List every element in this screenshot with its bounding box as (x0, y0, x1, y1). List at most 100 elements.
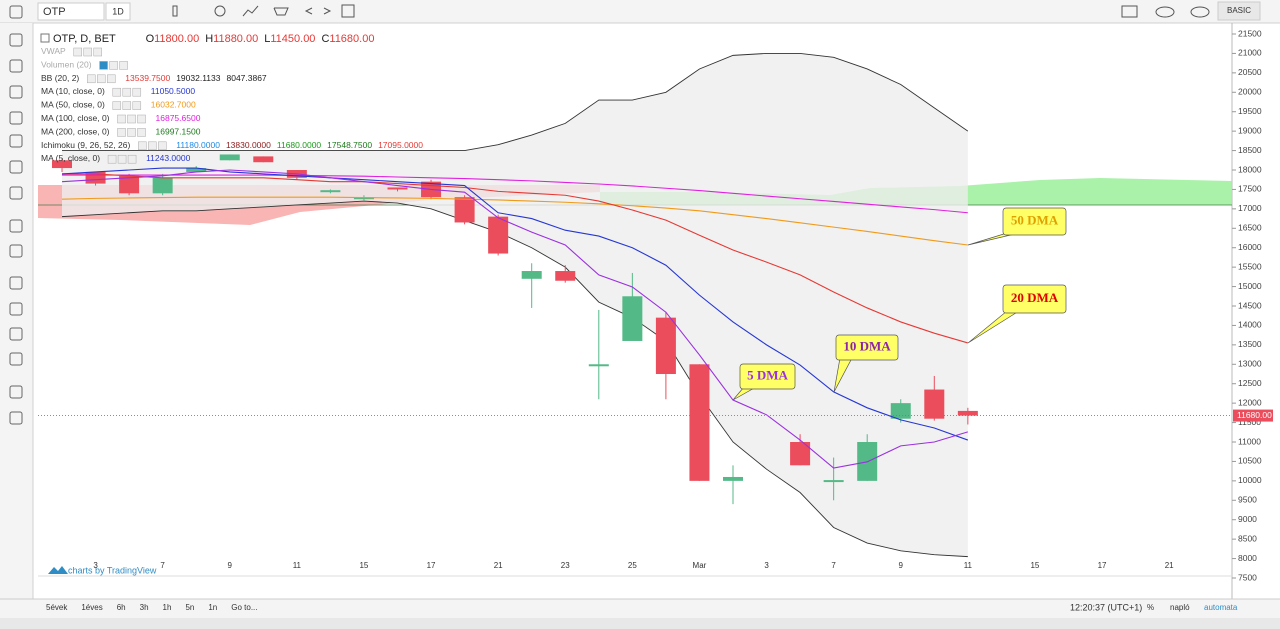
legend-button[interactable] (109, 61, 118, 70)
legend-button[interactable] (93, 47, 102, 57)
legend-button[interactable] (99, 61, 108, 70)
window-bottom (0, 618, 1280, 629)
legend-button[interactable] (122, 87, 132, 97)
legend-button[interactable] (119, 61, 128, 70)
candle-body (253, 156, 274, 163)
indicator-legend: MA (5, close, 0) (41, 153, 100, 163)
candle-body (521, 271, 542, 279)
legend-button[interactable] (97, 74, 106, 84)
fullscreen-icon[interactable] (341, 4, 355, 18)
tool-icon[interactable] (9, 385, 23, 399)
range-button[interactable]: 6h (117, 603, 126, 612)
interval-box[interactable] (105, 2, 131, 21)
legend-button[interactable] (138, 141, 147, 151)
candle-body (219, 154, 240, 161)
settings-icon[interactable] (214, 5, 226, 17)
legend-button[interactable] (107, 154, 117, 164)
ohlc-key: O (146, 33, 155, 45)
legend-button[interactable] (137, 114, 146, 124)
price-tick-label: 19500 (1238, 106, 1262, 116)
tool-icon[interactable] (9, 276, 23, 290)
candle-body (387, 187, 408, 190)
axis-option[interactable]: napló (1170, 603, 1190, 612)
tool-icon[interactable] (9, 5, 23, 19)
indicator-value: 11180.0000 (176, 140, 220, 150)
redo-icon[interactable] (323, 7, 332, 15)
legend-button[interactable] (117, 114, 126, 124)
legend-button[interactable] (127, 128, 136, 137)
tool-icon[interactable] (9, 352, 23, 366)
tool-icon[interactable] (9, 186, 23, 200)
legend-button[interactable] (107, 74, 116, 84)
legend-button[interactable] (127, 154, 137, 164)
callout-text: 10 DMA (843, 338, 891, 353)
date-label: 25 (628, 561, 637, 570)
legend-button[interactable] (83, 47, 92, 57)
tool-icon[interactable] (9, 244, 23, 258)
indicator-value: 16875.6500 (156, 113, 201, 123)
mode-box[interactable] (1217, 1, 1261, 21)
range-button[interactable]: 3h (140, 603, 149, 612)
date-label: 21 (1165, 561, 1174, 570)
legend-button[interactable] (158, 141, 167, 151)
candle-icon[interactable] (172, 5, 178, 17)
indicator-value: 11680.0000 (277, 140, 322, 150)
interval[interactable]: 1D (112, 6, 124, 16)
symbol-box[interactable] (37, 2, 105, 21)
range-button[interactable]: Go to... (231, 603, 257, 612)
symbol[interactable]: OTP (43, 6, 66, 18)
ohlc-value: 11450.00 (270, 33, 315, 45)
price-tick-label: 10500 (1238, 456, 1262, 466)
legend-button[interactable] (112, 101, 122, 110)
range-button[interactable]: 1éves (81, 603, 102, 612)
tool-icon[interactable] (9, 111, 23, 125)
indicator-value: 11050.5000 (151, 86, 196, 96)
legend-button[interactable] (137, 128, 146, 137)
cloud-up-icon[interactable] (1190, 6, 1210, 18)
range-button[interactable]: 1n (208, 603, 217, 612)
legend-button[interactable] (122, 101, 132, 110)
legend-button[interactable] (132, 101, 142, 110)
tool-icon[interactable] (9, 160, 23, 174)
price-tick-label: 15000 (1238, 281, 1262, 291)
tool-icon[interactable] (9, 411, 23, 425)
legend-button[interactable] (148, 141, 157, 151)
cloud-icon[interactable] (1155, 6, 1175, 18)
legend-button[interactable] (117, 128, 126, 137)
range-button[interactable]: 1h (163, 603, 172, 612)
indicator-legend: MA (10, close, 0) (41, 86, 105, 96)
range-button[interactable]: 5évek (46, 603, 68, 612)
tool-icon[interactable] (9, 134, 23, 148)
tool-icon[interactable] (9, 302, 23, 316)
top-toolbar (0, 0, 1280, 23)
price-tick-label: 10000 (1238, 475, 1262, 485)
tool-icon[interactable] (9, 85, 23, 99)
tool-icon[interactable] (9, 59, 23, 73)
candle-body (353, 197, 374, 200)
legend-button[interactable] (117, 154, 127, 164)
legend-button[interactable] (112, 87, 122, 97)
legend-button[interactable] (87, 74, 96, 84)
legend-button[interactable] (73, 47, 82, 57)
indicator-legend: VWAP (41, 46, 66, 56)
candle-body (152, 177, 173, 194)
mode[interactable]: BASIC (1227, 6, 1251, 15)
tool-icon[interactable] (9, 327, 23, 341)
date-label: 21 (494, 561, 503, 570)
legend-button[interactable] (127, 114, 136, 124)
current-price-label: 11680.00 (1237, 410, 1272, 420)
tool-icon[interactable] (9, 33, 23, 47)
indicators-icon[interactable] (242, 5, 259, 17)
undo-icon[interactable] (304, 7, 313, 15)
legend-button[interactable] (132, 87, 142, 97)
axis-option[interactable]: automata (1204, 603, 1238, 612)
callout-text: 50 DMA (1011, 212, 1059, 227)
indicator-legend: MA (100, close, 0) (41, 113, 110, 123)
axis-option[interactable]: % (1147, 603, 1154, 612)
tool-icon[interactable] (9, 219, 23, 233)
compare-icon[interactable] (273, 7, 289, 16)
camera-icon[interactable] (1121, 5, 1138, 18)
range-button[interactable]: 5n (185, 603, 194, 612)
date-label: 7 (160, 561, 165, 570)
